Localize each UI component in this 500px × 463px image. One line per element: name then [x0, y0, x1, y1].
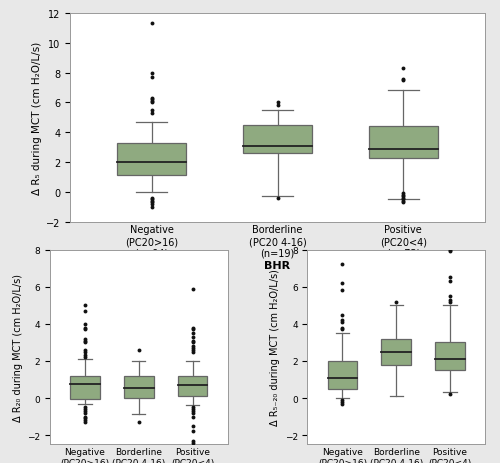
FancyBboxPatch shape: [435, 343, 465, 370]
Y-axis label: Δ R₅ during MCT (cm H₂O/L/s): Δ R₅ during MCT (cm H₂O/L/s): [32, 42, 42, 194]
FancyBboxPatch shape: [117, 144, 186, 176]
Y-axis label: Δ R₅₋₂₀ during MCT (cm H₂O/L/s): Δ R₅₋₂₀ during MCT (cm H₂O/L/s): [270, 269, 280, 425]
FancyBboxPatch shape: [328, 361, 357, 389]
FancyBboxPatch shape: [243, 125, 312, 154]
FancyBboxPatch shape: [382, 339, 411, 365]
Y-axis label: Δ R₂₀ during MCT (cm H₂O/L/s): Δ R₂₀ during MCT (cm H₂O/L/s): [13, 274, 23, 421]
FancyBboxPatch shape: [70, 376, 100, 399]
FancyBboxPatch shape: [178, 376, 208, 396]
FancyBboxPatch shape: [368, 127, 438, 158]
X-axis label: BHR: BHR: [264, 261, 290, 271]
FancyBboxPatch shape: [124, 376, 154, 398]
